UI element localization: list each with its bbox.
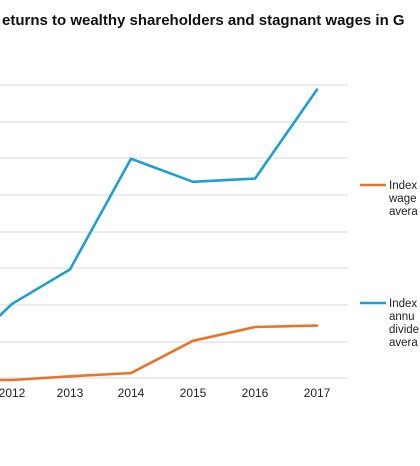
x-tick-label: 2017: [304, 386, 331, 400]
legend-label: Index wage avera: [388, 180, 418, 218]
legend-label: Index annu divide avera: [389, 298, 419, 349]
x-tick-label: 2016: [242, 386, 269, 400]
x-axis-ticks: 2012 2013 2014 2015 2016 2017: [0, 386, 331, 400]
wages-series-line: [0, 324, 319, 382]
x-tick-label: 2012: [0, 386, 26, 400]
x-tick-label: 2013: [57, 386, 84, 400]
chart-title: eturns to wealthy shareholders and stagn…: [2, 12, 405, 29]
series-lines: [0, 88, 319, 382]
gridlines: [0, 84, 348, 379]
x-tick-label: 2014: [118, 386, 145, 400]
legend: Index wage avera Index annu divide avera: [360, 180, 419, 349]
x-tick-label: 2015: [180, 386, 207, 400]
dividends-series-line: [0, 88, 319, 317]
